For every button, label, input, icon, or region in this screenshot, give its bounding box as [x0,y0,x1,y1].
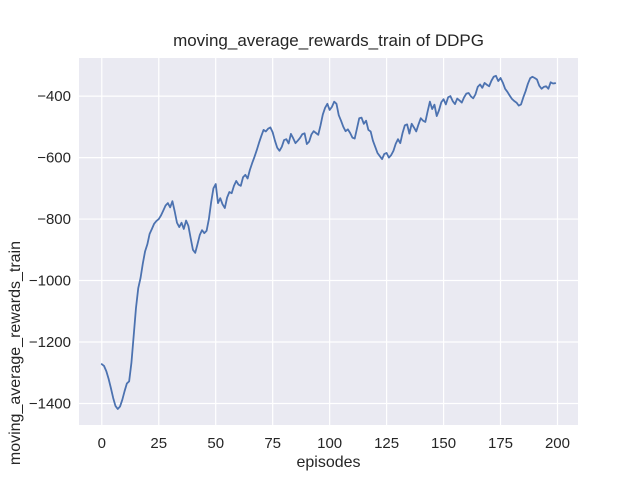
x-tick-label: 200 [545,435,570,452]
y-tick-label: −1200 [29,334,71,351]
y-tick-label: −800 [37,211,71,228]
y-axis-label-text: moving_average_rewards_train [7,241,24,466]
y-tick-label: −1400 [29,395,71,412]
y-tick-label: −600 [37,150,71,167]
x-tick-label: 0 [98,435,106,452]
reward-line [100,74,557,410]
x-tick-label: 175 [488,435,513,452]
x-tick-label: 75 [264,435,281,452]
y-tick-label: −1000 [29,273,71,290]
x-tick-label: 50 [207,435,224,452]
x-tick-label: 100 [317,435,342,452]
plot-area [79,58,578,425]
y-tick-label: −400 [37,88,71,105]
x-axis-label: episodes [296,454,361,471]
x-tick-label: 25 [150,435,167,452]
x-tick-label: 150 [431,435,456,452]
x-tick-label: 125 [374,435,399,452]
chart-title: moving_average_rewards_train of DDPG [173,31,484,50]
